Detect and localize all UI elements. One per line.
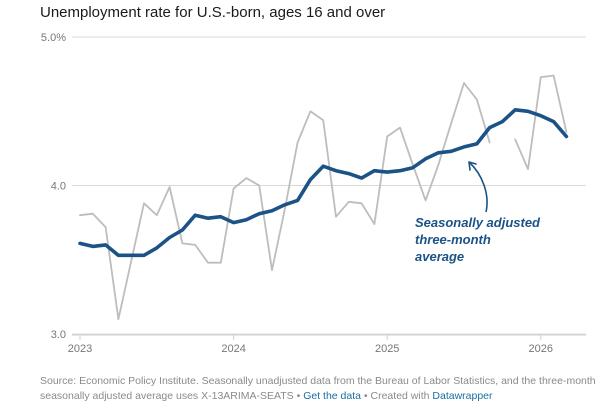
datawrapper-link[interactable]: Datawrapper bbox=[432, 390, 493, 402]
x-tick-label: 2026 bbox=[529, 343, 553, 355]
chart-title: Unemployment rate for U.S.-born, ages 16… bbox=[40, 4, 386, 21]
adjusted-average-series-line bbox=[78, 108, 569, 258]
chart-footer: Source: Economic Policy Institute. Seaso… bbox=[40, 374, 596, 404]
x-tick-label: 2023 bbox=[68, 343, 92, 355]
line-chart: 5.0% 4.0 3.0 2023 2024 2025 2026 Seasonally a… bbox=[41, 32, 586, 355]
x-tick-label: 2024 bbox=[221, 343, 245, 355]
y-tick-label: 4.0 bbox=[51, 181, 66, 193]
annotation-text: average bbox=[415, 249, 464, 264]
footer-separator: • bbox=[361, 390, 371, 402]
x-tick-label: 2025 bbox=[375, 343, 399, 355]
y-tick-label: 3.0 bbox=[51, 329, 66, 341]
x-axis-ticks: 2023 2024 2025 2026 bbox=[68, 334, 586, 355]
footer-separator: • bbox=[293, 390, 304, 402]
series-lines bbox=[78, 74, 569, 320]
annotation-arrow bbox=[468, 161, 488, 213]
get-the-data-link[interactable]: Get the data bbox=[303, 390, 361, 402]
annotation: Seasonally adjusted three-month average bbox=[415, 161, 541, 264]
y-tick-label: 5.0% bbox=[41, 32, 66, 44]
source-note: Source: Economic Policy Institute. Seaso… bbox=[40, 375, 596, 402]
gridlines bbox=[72, 36, 586, 335]
y-axis-ticks: 5.0% 4.0 3.0 bbox=[41, 32, 66, 341]
unadjusted-series-line bbox=[79, 74, 568, 320]
created-with-label: Created with bbox=[370, 390, 430, 402]
annotation-text: three-month bbox=[415, 232, 491, 247]
annotation-arrowhead bbox=[468, 161, 477, 171]
annotation-text: Seasonally adjusted bbox=[415, 215, 541, 230]
